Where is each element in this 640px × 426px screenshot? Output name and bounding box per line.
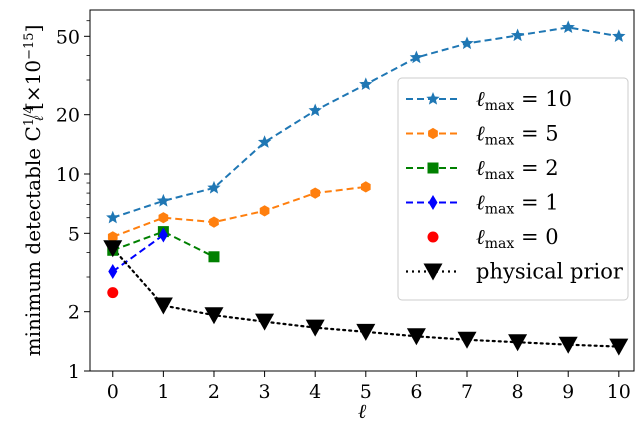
legend-label-sub: max	[485, 236, 515, 252]
data-point-s0-7	[460, 36, 474, 50]
legend-marker-5	[423, 263, 443, 281]
y-tick-label: 10	[56, 164, 80, 186]
data-point-s5-10	[609, 338, 629, 356]
y-axis-label-part: ]	[21, 25, 45, 33]
legend-label-tail: = 1	[514, 191, 558, 215]
data-point-s5-2	[204, 307, 224, 325]
legend-label-tail: = 5	[514, 122, 558, 146]
legend-label-sub: max	[485, 167, 515, 183]
data-point-s5-1	[153, 297, 173, 315]
series-line-1	[112, 185, 366, 238]
data-point-s0-1	[156, 193, 171, 207]
y-axis-label: minimum detectable C1/4ℓ [×10−15]	[21, 25, 47, 357]
data-point-s5-3	[255, 313, 275, 331]
data-point-s5-8	[508, 334, 528, 352]
y-tick-label: 50	[56, 26, 80, 48]
y-tick-label: 1	[68, 361, 80, 383]
axes-frame	[89, 9, 635, 372]
legend-label-4: ℓmax = 0	[476, 225, 559, 252]
y-axis-label-part: ℓ	[32, 115, 47, 121]
data-point-s1-2	[209, 216, 219, 228]
legend-label-base: ℓ	[476, 156, 485, 180]
legend-label-3: ℓmax = 1	[476, 191, 559, 218]
x-tick-label: 6	[410, 381, 422, 403]
data-point-s1-5	[360, 181, 371, 193]
x-tick-label: 4	[309, 381, 321, 403]
legend-label-0: ℓmax = 10	[476, 87, 572, 114]
y-tick-label: 20	[56, 105, 80, 127]
data-point-s2-2	[208, 251, 220, 263]
legend-label-2: ℓmax = 2	[476, 156, 559, 183]
legend-label-tail: = 2	[514, 156, 558, 180]
data-point-s1-4	[310, 187, 321, 199]
x-tick-label: 5	[360, 381, 372, 403]
legend-marker-4	[427, 231, 439, 243]
data-point-s3-0	[108, 263, 118, 279]
data-point-s0-8	[510, 28, 525, 42]
legend-marker-2	[427, 162, 439, 174]
series-line-2	[112, 230, 215, 258]
legend-marker-1	[428, 127, 438, 140]
legend-label-sub: max	[485, 98, 515, 114]
data-point-s3-1	[158, 227, 168, 243]
y-tick-label: 2	[68, 302, 80, 324]
plot-area	[103, 20, 629, 356]
data-point-s5-0	[103, 240, 123, 258]
x-tick-label: 1	[157, 381, 169, 403]
legend-label-base: physical prior	[476, 260, 624, 284]
data-point-s5-9	[558, 336, 578, 354]
data-point-s0-5	[359, 77, 373, 91]
legend-label-tail: = 0	[514, 225, 558, 249]
data-point-s5-5	[356, 323, 376, 341]
legend-label-sub: max	[485, 133, 515, 149]
data-point-s0-4	[308, 103, 322, 117]
legend-label-base: ℓ	[476, 225, 485, 249]
data-point-s0-10	[612, 29, 626, 42]
legend-label-base: ℓ	[476, 122, 485, 146]
y-axis-label-part: −15	[22, 32, 37, 59]
x-tick-label: 8	[512, 381, 524, 403]
x-axis-label: ℓ	[358, 399, 367, 423]
data-point-s0-9	[561, 20, 575, 34]
data-point-s5-6	[406, 328, 426, 346]
legend-label-tail: = 10	[514, 87, 572, 111]
legend-label-base: ℓ	[476, 87, 485, 111]
data-point-s0-3	[257, 135, 272, 148]
data-point-s5-7	[457, 331, 477, 349]
data-point-s0-2	[207, 180, 221, 194]
data-point-s0-0	[106, 210, 120, 224]
x-tick-label: 10	[607, 381, 631, 403]
y-tick-label: 5	[68, 223, 80, 245]
legend-label-sub: max	[485, 202, 515, 218]
data-point-s1-0	[107, 231, 118, 243]
legend-label-5: physical prior	[476, 260, 624, 284]
legend-marker-3	[428, 195, 438, 210]
y-axis-label-part: 1/4	[22, 105, 37, 126]
y-axis-label-part: [×10	[21, 60, 45, 110]
y-axis-label-part: minimum detectable C	[21, 126, 45, 356]
legend-label-1: ℓmax = 5	[476, 122, 559, 149]
data-point-s1-1	[158, 212, 169, 224]
x-tick-label: 3	[259, 381, 271, 403]
x-tick-label: 0	[107, 381, 119, 403]
series-line-5	[111, 247, 620, 348]
data-point-s0-6	[409, 50, 424, 64]
x-tick-label: 2	[208, 381, 220, 403]
data-point-s1-3	[259, 205, 270, 217]
data-point-s4-0	[107, 287, 119, 299]
legend-label-base: ℓ	[476, 191, 485, 215]
x-tick-label: 7	[461, 381, 473, 403]
data-point-s5-4	[305, 319, 325, 337]
x-tick-label: 9	[562, 381, 574, 403]
legend-marker-0	[426, 92, 440, 105]
